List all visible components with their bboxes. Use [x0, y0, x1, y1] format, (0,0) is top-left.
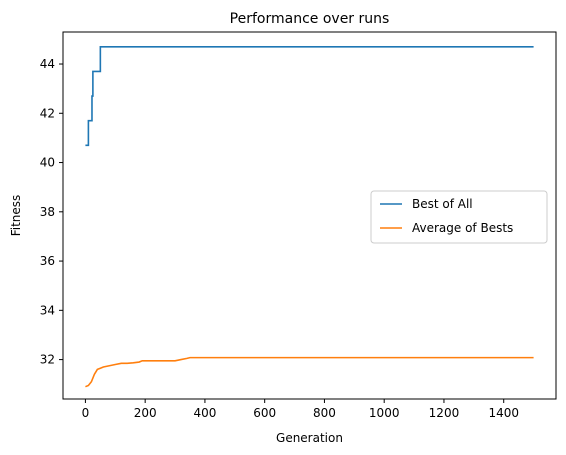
y-axis-label: Fitness — [9, 195, 23, 237]
y-tick-label: 32 — [40, 353, 55, 367]
y-tick-label: 40 — [40, 156, 55, 170]
plot-frame — [62, 31, 557, 400]
series-layer — [85, 45, 534, 388]
series-line-best-of-all — [85, 45, 534, 147]
legend-label-best-of-all: Best of All — [412, 197, 473, 211]
x-tick-label: 200 — [134, 406, 157, 420]
y-axis-ticks: 32 34 36 38 40 42 44 — [40, 57, 63, 367]
x-tick-label: 800 — [313, 406, 336, 420]
y-tick-label: 38 — [40, 205, 55, 219]
legend-box — [370, 190, 548, 244]
y-tick-label: 34 — [40, 303, 55, 317]
x-tick-label: 400 — [193, 406, 216, 420]
x-axis-label: Generation — [276, 431, 343, 445]
series-line-average-of-bests — [85, 356, 534, 388]
x-axis-ticks: 0 200 400 600 800 1000 1200 1400 — [82, 399, 519, 420]
y-tick-label: 36 — [40, 254, 55, 268]
x-tick-label: 1400 — [488, 406, 519, 420]
x-tick-label: 1200 — [429, 406, 460, 420]
x-tick-label: 1000 — [369, 406, 400, 420]
x-tick-label: 600 — [253, 406, 276, 420]
y-tick-label: 44 — [40, 57, 55, 71]
chart-title: Performance over runs — [230, 11, 390, 27]
legend-label-average-of-bests: Average of Bests — [412, 221, 513, 235]
x-tick-label: 0 — [82, 406, 90, 420]
legend: Best of All Average of Bests — [370, 190, 548, 244]
y-tick-label: 42 — [40, 106, 55, 120]
